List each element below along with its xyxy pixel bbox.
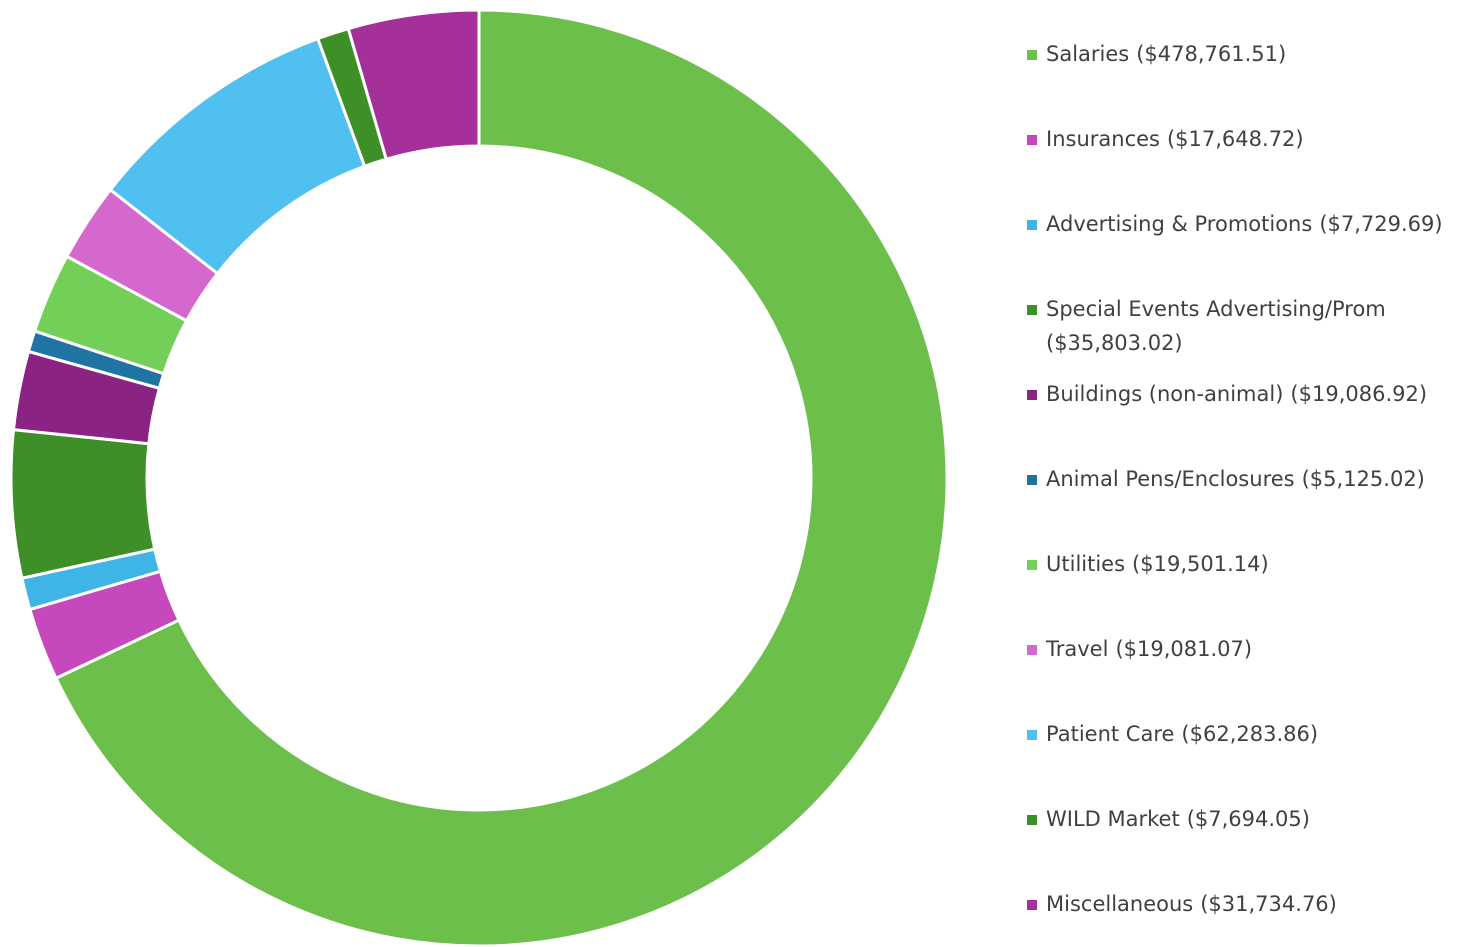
legend-name: Advertising & Promotions	[1046, 212, 1312, 236]
legend-swatch	[1027, 815, 1037, 825]
legend-label: Special Events Advertising/Prom ($35,803.…	[1046, 297, 1386, 355]
legend-label: WILD Market ($7,694.05)	[1046, 807, 1310, 831]
legend-label: Buildings (non-animal) ($19,086.92)	[1046, 382, 1427, 406]
legend-name: Travel	[1045, 637, 1108, 661]
legend-value: ($5,125.02)	[1302, 467, 1425, 491]
legend-label: Patient Care ($62,283.86)	[1046, 722, 1318, 746]
legend-swatch	[1027, 390, 1037, 400]
legend-value: ($7,729.69)	[1319, 212, 1442, 236]
legend-value: ($35,803.02)	[1046, 331, 1183, 355]
legend-swatch	[1027, 50, 1037, 60]
legend-value: ($31,734.76)	[1200, 892, 1337, 916]
slice	[54, 8, 949, 947]
legend-name: Miscellaneous	[1046, 892, 1193, 916]
legend-swatch	[1027, 645, 1037, 655]
legend-name: Patient Care	[1046, 722, 1174, 746]
legend-value: ($19,501.14)	[1132, 552, 1269, 576]
legend-swatch	[1027, 730, 1037, 740]
legend-value: ($7,694.05)	[1187, 807, 1310, 831]
legend-label: Miscellaneous ($31,734.76)	[1046, 892, 1337, 916]
legend-value: ($19,086.92)	[1290, 382, 1427, 406]
legend-label: Insurances ($17,648.72)	[1046, 127, 1304, 151]
legend-swatch	[1027, 560, 1037, 570]
legend-name: Buildings (non-animal)	[1046, 382, 1283, 406]
legend-swatch	[1027, 220, 1037, 230]
legend-name: Salaries	[1046, 42, 1129, 66]
legend-value: ($478,761.51)	[1136, 42, 1286, 66]
legend-value: ($17,648.72)	[1167, 127, 1304, 151]
legend-value: ($19,081.07)	[1115, 637, 1252, 661]
legend-value: ($62,283.86)	[1181, 722, 1318, 746]
slice	[346, 8, 481, 162]
legend-swatch	[1027, 475, 1037, 485]
legend-name: Special Events Advertising/Prom	[1046, 297, 1386, 321]
legend-name: Animal Pens/Enclosures	[1046, 467, 1295, 491]
legend-swatch	[1027, 135, 1037, 145]
legend-label: Travel ($19,081.07)	[1045, 637, 1252, 661]
legend-name: Insurances	[1046, 127, 1160, 151]
legend-label: Advertising & Promotions ($7,729.69)	[1046, 212, 1443, 236]
legend-label: Animal Pens/Enclosures ($5,125.02)	[1046, 467, 1425, 491]
legend-swatch	[1027, 900, 1037, 910]
legend-name: WILD Market	[1046, 807, 1180, 831]
legend-label: Utilities ($19,501.14)	[1046, 552, 1269, 576]
legend-label: Salaries ($478,761.51)	[1046, 42, 1286, 66]
legend-name: Utilities	[1046, 552, 1125, 576]
legend-swatch	[1027, 305, 1037, 315]
